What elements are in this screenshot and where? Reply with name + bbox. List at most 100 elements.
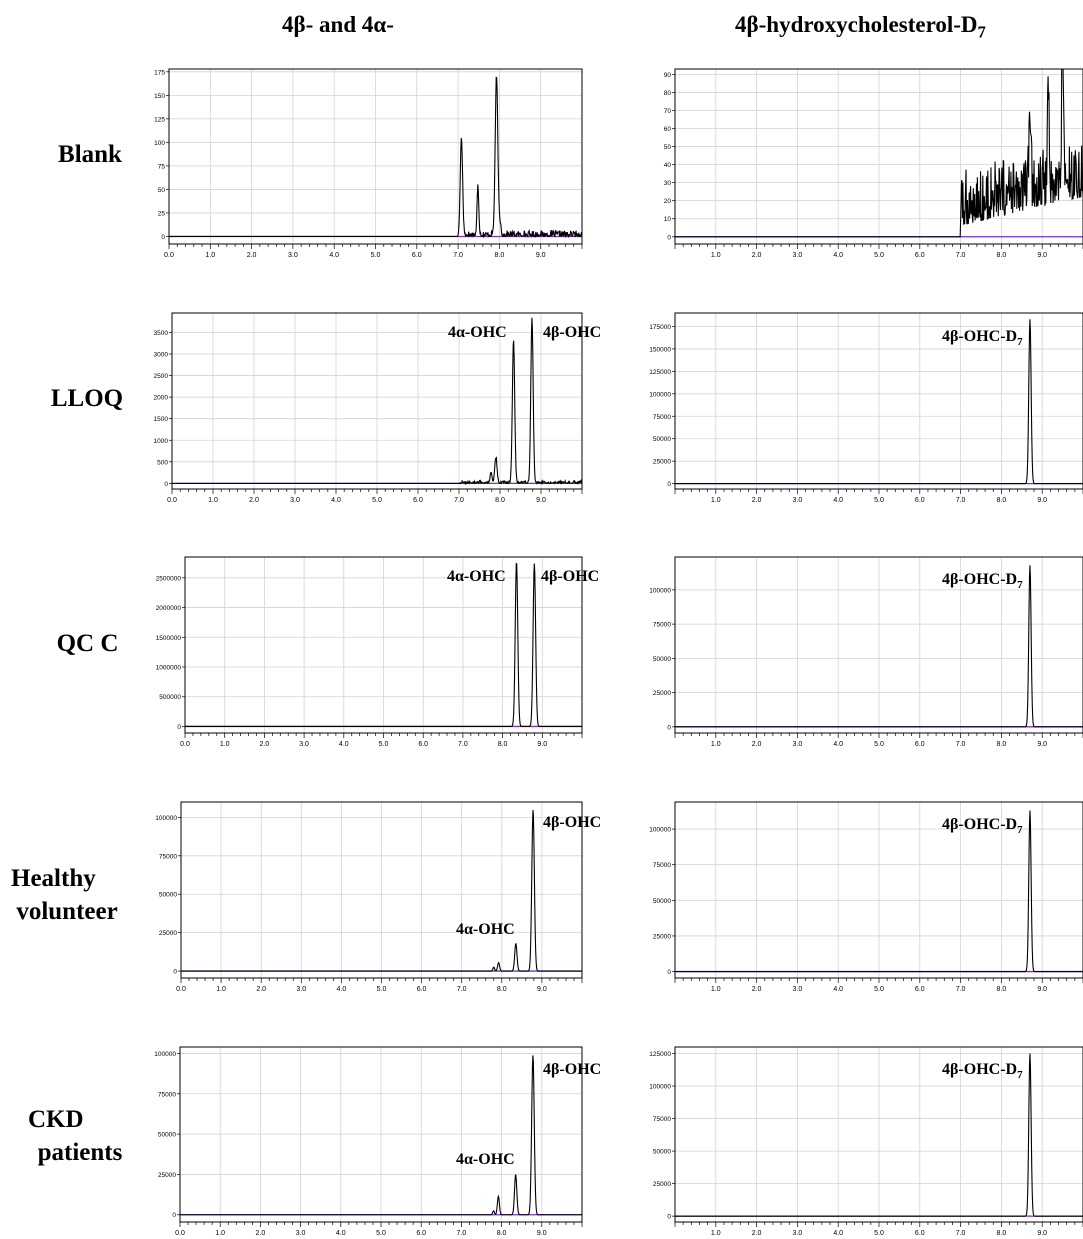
y-tick-label: 75000 xyxy=(653,414,671,421)
chromatogram-trace xyxy=(675,565,1083,728)
x-tick-label: 2.0 xyxy=(752,497,762,504)
y-tick-label: 100000 xyxy=(649,391,671,398)
y-tick-label: 100000 xyxy=(154,1051,176,1058)
plot-frame xyxy=(674,556,1083,734)
x-tick-label: 0.0 xyxy=(167,497,177,504)
row-label-blank: Blank xyxy=(50,138,130,171)
x-tick-label: 5.0 xyxy=(371,252,381,259)
peak-label-text: 4β-OHC-D xyxy=(942,1061,1017,1078)
chart-panel: 0.0 1.0 2.0 3.0 4.0 5.0 6.0 7.0 8.0 9.0 0 25000 5000… xyxy=(155,801,601,993)
chromatogram-trace xyxy=(180,1055,582,1216)
peak-label-subscript: 7 xyxy=(1017,336,1023,348)
y-tick-label: 0 xyxy=(164,481,168,488)
y-tick-label: 100000 xyxy=(649,827,671,834)
x-tick-label: 0.0 xyxy=(175,1230,185,1237)
x-tick-label: 1.0 xyxy=(711,252,721,259)
x-tick-label: 6.0 xyxy=(915,741,925,748)
y-tick-label: 80 xyxy=(664,90,672,97)
chart-panel: 0.0 1.0 2.0 3.0 4.0 5.0 6.0 7.0 8.0 9.0 0 25 50 75 100… xyxy=(154,68,583,259)
chart-panel: 1.0 2.0 3.0 4.0 5.0 6.0 7.0 8.0 9.0 0 25000 50000 75… xyxy=(649,556,1083,748)
row-label-line: volunteer xyxy=(16,898,118,925)
chart-panel: 0.0 1.0 2.0 3.0 4.0 5.0 6.0 7.0 8.0 9.0 0 500000 100… xyxy=(156,556,599,748)
x-tick-label: 9.0 xyxy=(1037,497,1047,504)
chromatogram-trace xyxy=(675,810,1083,973)
row-label-line: QC C xyxy=(56,630,119,657)
x-tick-label: 7.0 xyxy=(458,741,468,748)
plot-frame xyxy=(674,1046,1083,1223)
peak-label: 4α-OHC xyxy=(447,568,506,585)
y-tick-label: 25000 xyxy=(653,933,671,940)
row-label-healthy-volunteer: Healthy volunteer xyxy=(5,862,129,928)
plot-frame xyxy=(674,312,1083,490)
x-tick-label: 6.0 xyxy=(417,986,427,993)
y-tick-label: 2000000 xyxy=(156,605,182,612)
peak-label-text: 4β-OHC xyxy=(543,814,601,831)
x-tick-label: 8.0 xyxy=(997,1230,1007,1237)
x-tick-label: 7.0 xyxy=(956,497,966,504)
x-tick-label: 8.0 xyxy=(497,1230,507,1237)
chromatogram-trace xyxy=(169,76,583,239)
x-tick-label: 3.0 xyxy=(793,497,803,504)
plot-frame xyxy=(674,801,1083,979)
x-tick-label: 4.0 xyxy=(331,497,341,504)
x-tick-label: 0.0 xyxy=(176,986,186,993)
peak-label: 4β-OHC xyxy=(543,1061,601,1078)
y-tick-label: 0 xyxy=(667,481,671,488)
x-tick-label: 4.0 xyxy=(833,741,843,748)
x-tick-label: 8.0 xyxy=(495,252,505,259)
plot-frame xyxy=(179,1046,583,1223)
column-title-analytes-text: 4β- and 4α- xyxy=(282,12,394,37)
chromatogram-trace xyxy=(675,319,1083,485)
x-tick-label: 5.0 xyxy=(377,986,387,993)
y-tick-label: 0 xyxy=(667,969,671,976)
chart-panel: 0.0 1.0 2.0 3.0 4.0 5.0 6.0 7.0 8.0 9.0 0 500 1000 15… xyxy=(154,312,601,504)
x-tick-label: 7.0 xyxy=(454,497,464,504)
x-tick-label: 2.0 xyxy=(752,741,762,748)
x-tick-label: 2.0 xyxy=(752,1230,762,1237)
row-label-line: patients xyxy=(37,1139,123,1166)
peak-label-text: 4α-OHC xyxy=(456,1151,515,1168)
peak-label-text: 4β-OHC xyxy=(543,1061,601,1078)
row-label-line: CKD xyxy=(28,1106,84,1133)
y-tick-label: 1000000 xyxy=(156,665,182,672)
x-tick-label: 8.0 xyxy=(495,497,505,504)
x-tick-label: 5.0 xyxy=(376,1230,386,1237)
y-tick-label: 75000 xyxy=(158,1091,176,1098)
y-tick-label: 25 xyxy=(158,210,166,217)
chart-panel: 1.0 2.0 3.0 4.0 5.0 6.0 7.0 8.0 9.0 0 25000 50000 75… xyxy=(649,312,1083,504)
x-tick-label: 9.0 xyxy=(536,252,546,259)
y-tick-label: 75000 xyxy=(653,1116,671,1123)
y-tick-label: 75000 xyxy=(653,862,671,869)
plot-frame xyxy=(180,801,583,979)
x-tick-label: 3.0 xyxy=(793,986,803,993)
y-tick-label: 1500 xyxy=(154,416,169,423)
y-tick-label: 25000 xyxy=(653,1181,671,1188)
y-tick-label: 0 xyxy=(173,969,177,976)
row-label-ckd-patients: CKD patients xyxy=(20,1103,140,1169)
peak-label-text: 4β-OHC-D xyxy=(942,571,1017,588)
y-tick-label: 50000 xyxy=(653,656,671,663)
y-tick-label: 125000 xyxy=(649,369,671,376)
x-tick-label: 4.0 xyxy=(336,1230,346,1237)
x-tick-label: 6.0 xyxy=(418,741,428,748)
x-tick-label: 2.0 xyxy=(256,1230,266,1237)
peak-label: 4β-OHC xyxy=(543,324,601,341)
y-tick-label: 90 xyxy=(664,72,672,79)
x-tick-label: 3.0 xyxy=(793,252,803,259)
x-tick-label: 4.0 xyxy=(833,986,843,993)
plot-frame xyxy=(168,68,583,245)
peak-label: 4β-OHC xyxy=(543,814,601,831)
x-tick-label: 4.0 xyxy=(337,986,347,993)
y-tick-label: 25000 xyxy=(159,930,177,937)
peak-label-text: 4β-OHC xyxy=(541,568,599,585)
column-title-analytes: 4β- and 4α- xyxy=(282,12,394,38)
peak-label: 4β-OHC xyxy=(541,568,599,585)
x-tick-label: 3.0 xyxy=(793,741,803,748)
y-tick-label: 60 xyxy=(664,126,672,133)
peak-label-subscript: 7 xyxy=(1017,824,1023,836)
x-tick-label: 2.0 xyxy=(752,252,762,259)
y-tick-label: 3500 xyxy=(154,330,169,337)
x-tick-label: 8.0 xyxy=(997,252,1007,259)
x-tick-label: 5.0 xyxy=(874,986,884,993)
peak-label: 4β-OHC-D7 xyxy=(942,1061,1023,1081)
